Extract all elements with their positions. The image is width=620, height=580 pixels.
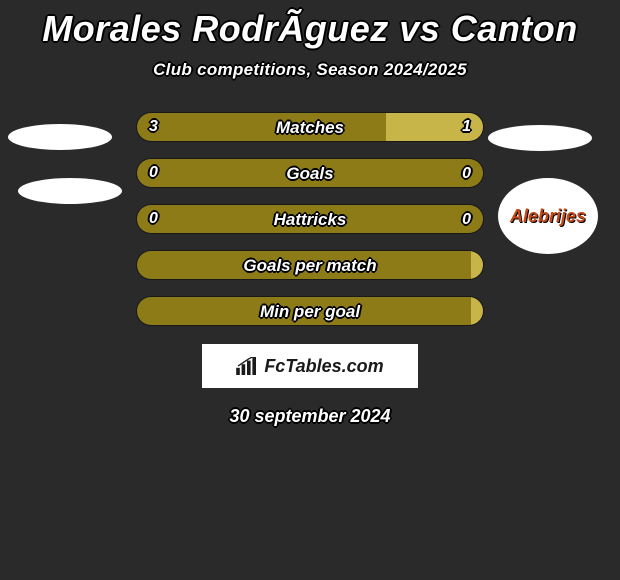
bar-left-value: 3 <box>149 118 158 136</box>
bar-right-segment <box>471 251 483 279</box>
bar-left-segment: 0 <box>137 205 483 233</box>
bar-row: 00Goals <box>136 158 484 188</box>
team-badge-label: Alebrijes <box>498 178 598 254</box>
team-badge-placeholder <box>8 124 112 150</box>
bar-right-value: 0 <box>462 205 471 234</box>
team-badge-placeholder <box>488 125 592 151</box>
chart-icon <box>236 357 258 375</box>
bar-left-value: 0 <box>149 164 158 182</box>
brand-text: FcTables.com <box>264 356 383 377</box>
bar-row: Min per goal <box>136 296 484 326</box>
bar-row: Goals per match <box>136 250 484 280</box>
team-badge-placeholder <box>18 178 122 204</box>
bar-row: 00Hattricks <box>136 204 484 234</box>
brand-box: FcTables.com <box>202 344 418 388</box>
bar-left-segment <box>137 297 471 325</box>
bar-right-segment: 1 <box>386 113 483 141</box>
bar-left-segment <box>137 251 471 279</box>
bar-right-segment <box>471 297 483 325</box>
bar-left-segment: 0 <box>137 159 483 187</box>
bar-left-segment: 3 <box>137 113 386 141</box>
date-text: 30 september 2024 <box>0 406 620 427</box>
page-title: Morales RodrÃ­guez vs Canton <box>0 0 620 50</box>
bar-left-value: 0 <box>149 210 158 228</box>
bar-right-value: 0 <box>462 159 471 188</box>
team-badge: Alebrijes <box>498 178 598 254</box>
bar-row: 31Matches <box>136 112 484 142</box>
page-subtitle: Club competitions, Season 2024/2025 <box>0 60 620 80</box>
bar-right-value: 1 <box>462 118 471 136</box>
